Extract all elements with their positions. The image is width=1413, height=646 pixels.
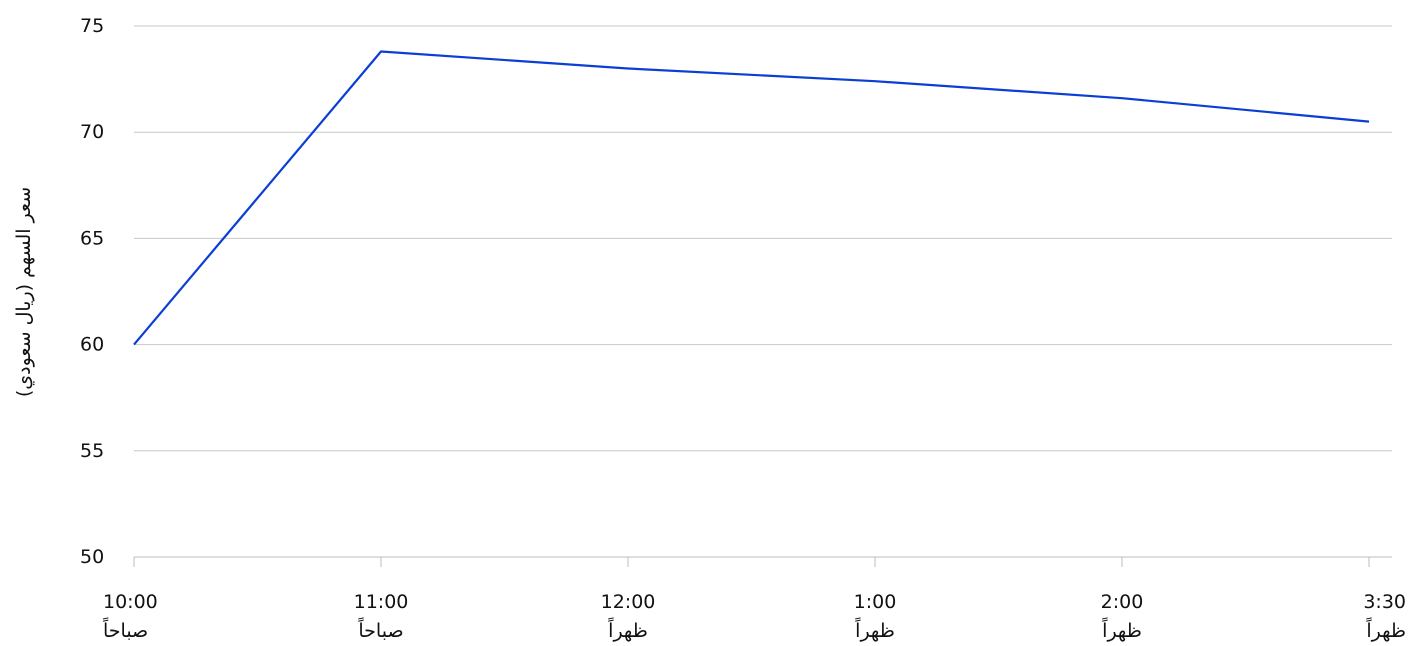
- x-tick-label-period: صباحاً: [103, 617, 148, 642]
- x-axis: [133, 556, 1392, 567]
- y-tick-label: 60: [80, 334, 104, 356]
- series-layer: [133, 50, 1370, 346]
- y-tick-label: 70: [80, 121, 104, 143]
- x-tick-label-time: 2:00: [1101, 591, 1144, 613]
- x-tick-label-time: 12:00: [601, 591, 656, 613]
- x-tick-label-period: ظهراً: [1366, 617, 1406, 642]
- x-tick-label-period: ظهراً: [608, 617, 648, 642]
- x-tick-label-time: 1:00: [854, 591, 897, 613]
- x-tick-label-time: 3:30: [1363, 591, 1406, 613]
- x-tick-label-period: ظهراً: [1102, 617, 1142, 642]
- series-line: [133, 50, 1370, 346]
- x-tick-label-time: 10:00: [103, 591, 158, 613]
- y-tick-labels: 50 55 60 65 70 75: [80, 15, 104, 568]
- y-tick-label: 50: [80, 546, 104, 568]
- gridlines: [134, 25, 1392, 452]
- y-tick-label: 65: [80, 227, 104, 249]
- y-tick-label: 75: [80, 15, 104, 37]
- x-tick-label-time: 11:00: [354, 591, 409, 613]
- y-tick-label: 55: [80, 440, 104, 462]
- x-tick-label-period: صباحاً: [358, 617, 403, 642]
- y-axis-label: سعر السهم (ريال سعودي): [13, 187, 35, 397]
- x-tick-labels: 10:00 صباحاً 11:00 صباحاً 12:00 ظهراً 1:00 ظهرا…: [103, 591, 1406, 642]
- x-tick-label-period: ظهراً: [855, 617, 895, 642]
